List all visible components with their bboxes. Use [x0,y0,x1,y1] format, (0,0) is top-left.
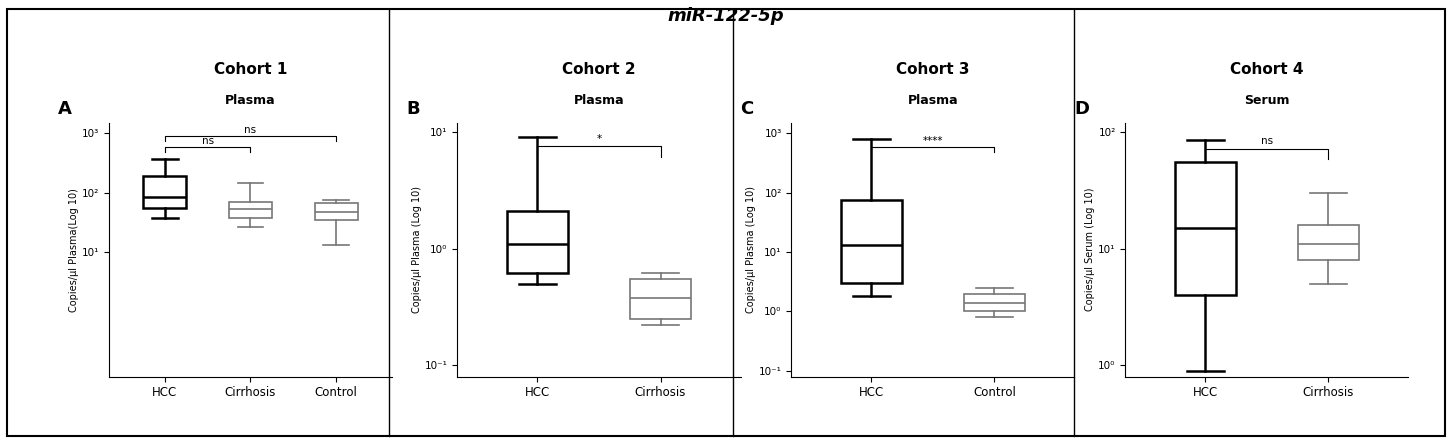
Text: Plasma: Plasma [574,95,624,107]
Text: Plasma: Plasma [908,95,958,107]
Text: Plasma: Plasma [225,95,276,107]
Text: ns: ns [202,136,213,146]
Y-axis label: Copies/µl Plasma (Log 10): Copies/µl Plasma (Log 10) [412,186,423,313]
Text: Cohort 3: Cohort 3 [896,62,970,77]
Y-axis label: Copies/µl Serum (Log 10): Copies/µl Serum (Log 10) [1086,188,1095,311]
Text: D: D [1074,99,1089,117]
Text: Serum: Serum [1244,95,1289,107]
Text: ns: ns [244,124,257,134]
Y-axis label: Copies/µl Plasma (Log 10): Copies/µl Plasma (Log 10) [746,186,756,313]
Text: Cohort 4: Cohort 4 [1230,62,1304,77]
Text: C: C [741,99,754,117]
Text: B: B [407,99,420,117]
Text: A: A [58,99,71,117]
Text: ****: **** [922,136,944,146]
Text: Cohort 2: Cohort 2 [562,62,636,77]
Text: ns: ns [1260,136,1273,146]
Text: miR-122-5p: miR-122-5p [668,7,784,25]
Y-axis label: Copies/µl Plasma(Log 10): Copies/µl Plasma(Log 10) [70,188,78,311]
Text: Cohort 1: Cohort 1 [213,62,287,77]
Text: *: * [597,134,601,144]
